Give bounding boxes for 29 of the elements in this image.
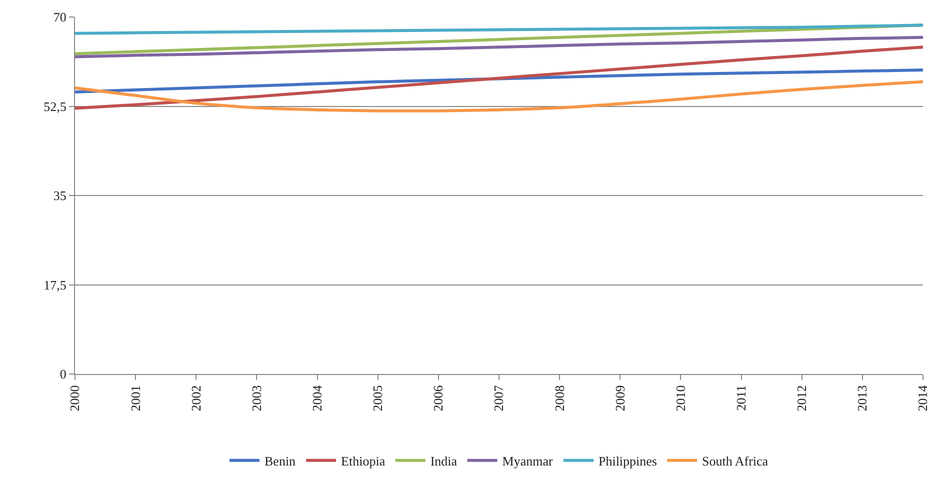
x-tick-label: 2004 (310, 384, 325, 412)
legend-label: Philippines (598, 453, 657, 468)
y-tick-label: 17,5 (44, 277, 66, 292)
x-tick-label: 2011 (734, 385, 749, 411)
line-series (75, 68, 923, 94)
legend-label: South Africa (702, 453, 768, 468)
y-tick-label: 35 (53, 188, 66, 204)
x-tick-label: 2001 (128, 385, 143, 412)
x-tick-label: 2012 (794, 385, 810, 412)
legend-label: India (430, 453, 458, 468)
legend-label: Ethiopia (341, 453, 386, 468)
legend-label: Myanmar (502, 453, 554, 468)
x-tick-label: 2014 (915, 384, 930, 412)
line-series (75, 36, 923, 58)
y-tick-label: 70 (53, 10, 66, 25)
x-tick-label: 2013 (854, 385, 870, 412)
line-series (75, 24, 923, 35)
x-tick-label: 2009 (612, 385, 628, 412)
y-tick-label: 52,5 (44, 98, 66, 114)
x-tick-label: 2005 (370, 385, 386, 412)
x-tick-label: 2002 (188, 385, 204, 412)
x-tick-label: 2010 (672, 385, 688, 412)
x-tick-label: 2006 (430, 384, 446, 412)
x-tick-label: 2008 (552, 385, 567, 412)
x-tick-label: 2000 (67, 385, 82, 412)
legend-label: Benin (264, 453, 296, 468)
x-tick-label: 2007 (491, 384, 506, 412)
x-tick-label: 2003 (248, 385, 264, 412)
y-tick-label: 0 (60, 366, 66, 382)
